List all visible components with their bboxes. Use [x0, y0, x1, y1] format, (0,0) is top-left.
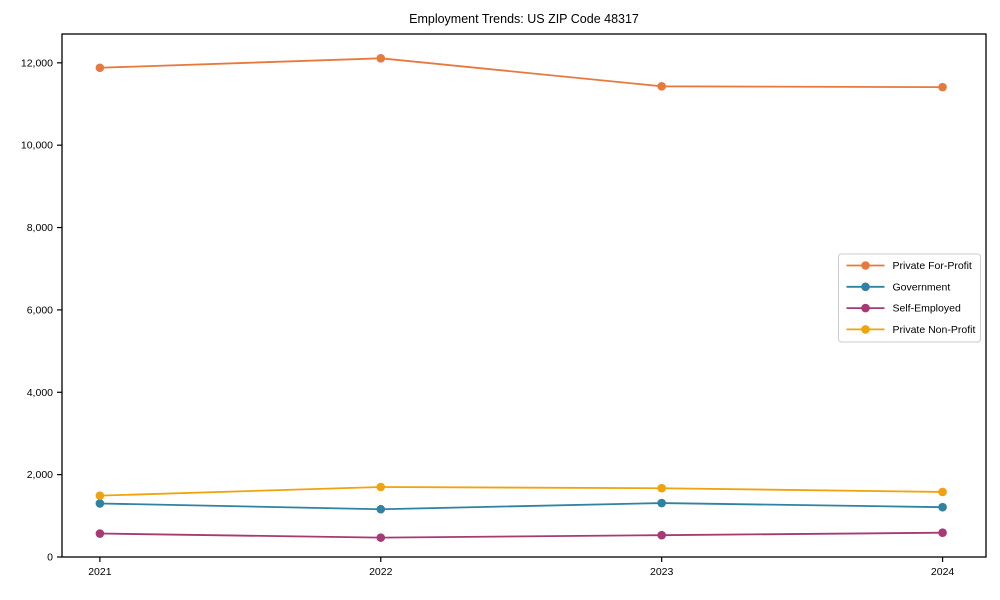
legend: Private For-Profit Government Self-Employe… — [838, 253, 981, 343]
legend-marker-dot — [861, 282, 870, 292]
y-axis: 0 2,000 4,000 6,000 8,000 10,000 12,000 — [21, 57, 62, 564]
y-tick-label: 2,000 — [27, 469, 53, 481]
legend-entry-label: Self-Employed — [893, 303, 961, 315]
data-point — [376, 533, 386, 542]
data-point — [938, 82, 947, 92]
plot-frame — [61, 33, 987, 558]
y-tick-label: 0 — [47, 552, 53, 564]
data-point — [95, 529, 105, 538]
legend-entry-label: Government — [893, 281, 951, 293]
data-point — [95, 491, 105, 500]
series-lines — [95, 53, 947, 542]
y-tick-label: 6,000 — [27, 304, 53, 316]
x-tick-label: 2023 — [650, 566, 674, 578]
y-tick-label: 8,000 — [27, 222, 53, 234]
data-point — [938, 487, 947, 497]
legend-box — [838, 253, 981, 343]
data-point — [657, 483, 666, 493]
y-tick-label: 10,000 — [21, 140, 53, 152]
data-point — [938, 502, 947, 512]
x-tick-label: 2022 — [369, 566, 393, 578]
data-point — [657, 530, 666, 540]
x-axis: 2021 2022 2023 2024 — [88, 557, 954, 578]
chart-title: Employment Trends: US ZIP Code 48317 — [409, 12, 639, 26]
series-line-0 — [99, 57, 943, 89]
legend-marker-dot — [861, 303, 870, 313]
legend-entry-label: Private For-Profit — [893, 260, 972, 272]
data-point — [657, 498, 666, 508]
x-tick-label: 2021 — [88, 566, 112, 578]
legend-marker-dot — [861, 325, 870, 334]
data-point — [938, 528, 947, 538]
legend-entry-label: Private Non-Profit — [893, 324, 976, 336]
data-point — [376, 482, 386, 492]
data-point — [95, 63, 105, 73]
y-tick-label: 4,000 — [27, 387, 53, 399]
legend-marker-dot — [861, 261, 870, 270]
data-point — [95, 499, 105, 508]
data-point — [376, 504, 386, 514]
x-tick-label: 2024 — [931, 566, 955, 578]
series-line-2 — [99, 531, 943, 539]
series-line-1 — [99, 502, 943, 511]
series-line-3 — [99, 486, 943, 497]
data-point — [657, 82, 666, 91]
data-point — [376, 53, 386, 63]
y-tick-label: 12,000 — [21, 57, 53, 69]
